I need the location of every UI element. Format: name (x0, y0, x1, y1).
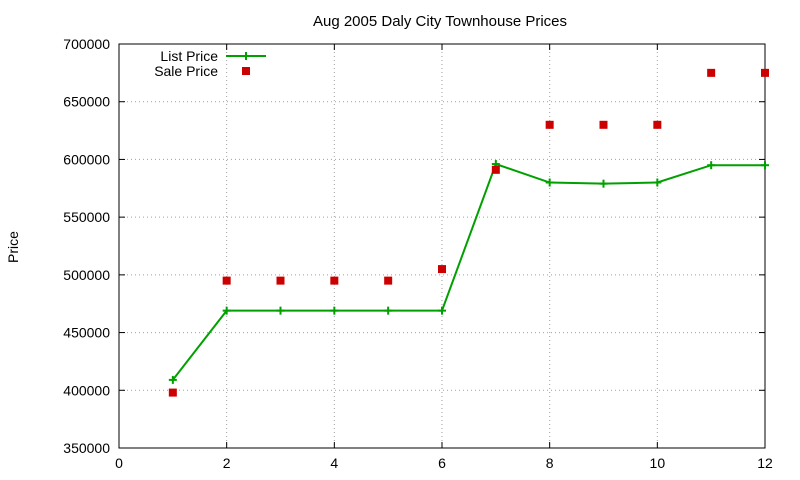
x-tick-label: 12 (757, 455, 773, 471)
legend-label-sale-price: Sale Price (154, 63, 218, 79)
y-tick-label: 400000 (63, 382, 110, 398)
y-tick-label: 350000 (63, 440, 110, 456)
sale-price-point (761, 68, 769, 77)
y-tick-label: 600000 (63, 151, 110, 167)
list-price-point (545, 178, 554, 187)
sale-price-point (599, 120, 608, 129)
sale-price-point (384, 276, 393, 285)
x-tick-label: 8 (546, 455, 554, 471)
y-tick-label: 450000 (63, 325, 110, 341)
list-price-point (707, 161, 716, 170)
y-tick-label: 500000 (63, 267, 110, 283)
sale-price-point (276, 276, 285, 285)
legend-label-list-price: List Price (160, 48, 218, 64)
grid (119, 44, 765, 448)
x-tick-label: 0 (115, 455, 123, 471)
list-price-point (330, 306, 339, 315)
sale-price-point (707, 68, 716, 77)
list-price-point (653, 178, 662, 187)
list-price-point (599, 179, 608, 188)
list-price-point (222, 306, 231, 315)
sale-price-point (545, 120, 554, 129)
y-tick-label: 550000 (63, 209, 110, 225)
sale-price-point (330, 276, 339, 285)
list-price-point (276, 306, 285, 315)
y-tick-label: 650000 (63, 94, 110, 110)
x-tick-label: 6 (438, 455, 446, 471)
series-layer (168, 68, 769, 397)
y-tick-label: 700000 (63, 36, 110, 52)
y-axis-label: Price (5, 231, 21, 263)
list-price-line (172, 162, 765, 381)
x-tick-label: 4 (330, 455, 338, 471)
list-price-point (761, 161, 769, 170)
sale-price-point (222, 276, 231, 285)
legend-swatch-sale-price (242, 67, 250, 75)
sale-price-point (438, 265, 446, 274)
x-tick-label: 2 (223, 455, 231, 471)
list-price-point (438, 306, 446, 315)
legend: List Price Sale Price (154, 48, 266, 79)
sale-price-point (653, 120, 662, 129)
list-price-point (384, 306, 393, 315)
sale-price-point (491, 165, 500, 174)
x-tick-label: 10 (650, 455, 666, 471)
chart-title: Aug 2005 Daly City Townhouse Prices (313, 13, 567, 30)
list-price-point (168, 375, 177, 384)
sale-price-point (168, 388, 177, 397)
legend-marker-list-price (242, 52, 250, 60)
axis-ticks: 0 2 4 6 8 10 12 350000 400000 450000 500000 550000 6… (63, 36, 773, 471)
